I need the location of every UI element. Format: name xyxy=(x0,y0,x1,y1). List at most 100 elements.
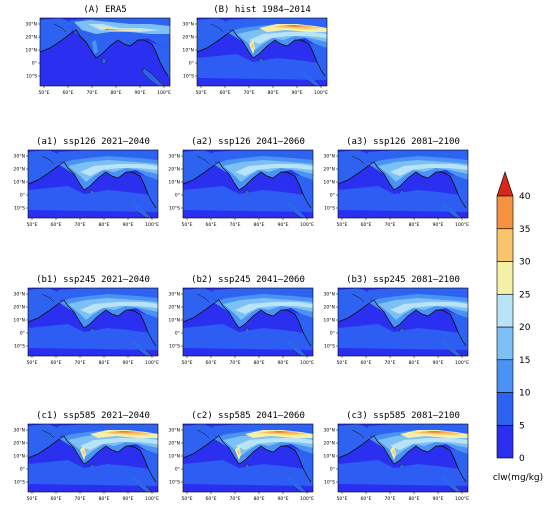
lon-tick-label: 100°E xyxy=(145,222,159,228)
map-panel-b2: (b2) ssp245 2041–2060 50°E 60°E 70°E 80°E 90°… xyxy=(168,275,314,366)
lon-tick-label: 60°E xyxy=(360,222,371,228)
map-panel-a1: (a1) ssp126 2021–2040 50°E 60°E 70°E 80°E 90°… xyxy=(13,137,159,228)
colorbar-segment xyxy=(496,261,514,295)
lat-tick-label: 30°N xyxy=(182,22,194,28)
panel-title: (A) ERA5 xyxy=(83,5,126,15)
colorbar-segment xyxy=(496,424,514,459)
lat-tick-label: 30°N xyxy=(323,292,335,298)
lon-tick-label: 70°E xyxy=(74,496,85,502)
lat-tick-label: 10°N xyxy=(182,48,194,54)
map-panel-b3: (b3) ssp245 2081–2100 50°E 60°E 70°E 80°E 90°… xyxy=(323,275,469,366)
lat-tick-label: 20°N xyxy=(13,441,25,447)
lon-tick-label: 50°E xyxy=(336,222,347,228)
lat-tick-label: 0° xyxy=(20,331,25,337)
lon-tick-label: 100°E xyxy=(455,496,469,502)
lat-tick-label: 30°N xyxy=(168,154,180,160)
lon-tick-label: 50°E xyxy=(195,90,206,96)
lon-tick-label: 60°E xyxy=(360,496,371,502)
lon-tick-label: 70°E xyxy=(74,222,85,228)
lat-tick-label: 30°N xyxy=(13,428,25,434)
lat-tick-label: 30°N xyxy=(168,292,180,298)
lon-tick-label: 50°E xyxy=(26,496,37,502)
panel-title: (B) hist 1984–2014 xyxy=(213,5,311,15)
map-panel-A: (A) ERA5 50°E 60°E 70°E 80°E 90°E 100°E 30°N 20°… xyxy=(25,5,171,96)
lat-tick-label: 10°N xyxy=(323,180,335,186)
lat-tick-label: 20°N xyxy=(323,441,335,447)
lon-tick-label: 90°E xyxy=(291,90,302,96)
panel-title: (b2) ssp245 2041–2060 xyxy=(191,275,305,285)
map-field xyxy=(28,424,158,492)
lat-tick-label: 10°N xyxy=(168,454,180,460)
lat-tick-label: 20°N xyxy=(182,35,194,41)
lon-tick-label: 60°E xyxy=(205,360,216,366)
lat-tick-label: 10°S xyxy=(14,344,25,350)
lon-tick-label: 90°E xyxy=(432,496,443,502)
map-panel-c2: (c2) ssp585 2041–2060 50°E 60°E 70°E 80°E 90°… xyxy=(168,411,314,502)
lon-tick-label: 100°E xyxy=(145,360,159,366)
lat-tick-label: 10°N xyxy=(25,48,37,54)
lat-tick-label: 10°S xyxy=(324,206,335,212)
lat-tick-label: 10°S xyxy=(169,206,180,212)
map-field xyxy=(183,424,313,492)
map-panel-a3: (a3) ssp126 2081–2100 50°E 60°E 70°E 80°E 90°… xyxy=(323,137,469,228)
lat-tick-label: 30°N xyxy=(13,154,25,160)
map-field xyxy=(40,18,170,86)
lon-tick-label: 70°E xyxy=(384,222,395,228)
lon-tick-label: 90°E xyxy=(134,90,145,96)
colorbar-label: clw(mg/kg) xyxy=(493,473,543,483)
lat-tick-label: 0° xyxy=(175,467,180,473)
lon-tick-label: 70°E xyxy=(384,496,395,502)
colorbar-triangle xyxy=(496,171,514,197)
lat-tick-label: 10°N xyxy=(168,318,180,324)
lon-tick-label: 90°E xyxy=(277,360,288,366)
lon-tick-label: 50°E xyxy=(336,360,347,366)
lat-tick-label: 20°N xyxy=(13,305,25,311)
colorbar-segment xyxy=(496,293,514,328)
lon-tick-label: 70°E xyxy=(229,496,240,502)
panel-title: (c2) ssp585 2041–2060 xyxy=(191,411,305,421)
lon-tick-label: 50°E xyxy=(26,222,37,228)
lat-tick-label: 20°N xyxy=(168,167,180,173)
map-frame xyxy=(182,287,314,357)
panel-title: (b1) ssp245 2021–2040 xyxy=(36,275,150,285)
colorbar-segment xyxy=(496,228,514,262)
lat-tick-label: 30°N xyxy=(25,22,37,28)
panel-title: (b3) ssp245 2081–2100 xyxy=(346,275,460,285)
lat-tick-label: 0° xyxy=(20,193,25,199)
map-field xyxy=(183,288,313,356)
lon-tick-label: 90°E xyxy=(277,222,288,228)
lat-tick-label: 10°S xyxy=(324,480,335,486)
map-field xyxy=(28,150,158,218)
lon-tick-label: 100°E xyxy=(300,496,314,502)
map-panel-a2: (a2) ssp126 2041–2060 50°E 60°E 70°E 80°E 90°… xyxy=(168,137,314,228)
lon-tick-label: 90°E xyxy=(122,222,133,228)
lat-tick-label: 10°S xyxy=(169,344,180,350)
lon-tick-label: 70°E xyxy=(384,360,395,366)
lon-tick-label: 100°E xyxy=(157,90,171,96)
lat-tick-label: 30°N xyxy=(323,154,335,160)
lat-tick-label: 20°N xyxy=(13,167,25,173)
lat-tick-label: 0° xyxy=(330,193,335,199)
colorbar-level: 0 xyxy=(519,454,525,464)
lat-tick-label: 30°N xyxy=(168,428,180,434)
map-panel-c1: (c1) ssp585 2021–2040 50°E 60°E 70°E 80°E 90°… xyxy=(13,411,159,502)
lon-tick-label: 80°E xyxy=(98,222,109,228)
lat-tick-label: 0° xyxy=(330,467,335,473)
lon-tick-label: 70°E xyxy=(86,90,97,96)
map-frame xyxy=(27,149,159,219)
map-field xyxy=(338,288,468,356)
lat-tick-label: 10°N xyxy=(13,454,25,460)
map-frame xyxy=(39,17,171,87)
map-frame xyxy=(182,149,314,219)
lon-tick-label: 60°E xyxy=(205,496,216,502)
lon-tick-label: 90°E xyxy=(122,496,133,502)
map-frame xyxy=(337,287,469,357)
lat-tick-label: 10°S xyxy=(26,74,37,80)
lat-tick-label: 10°N xyxy=(168,180,180,186)
colorbar-level: 40 xyxy=(519,192,531,202)
colorbar-level: 15 xyxy=(519,356,530,366)
map-frame xyxy=(182,423,314,493)
panel-title: (a3) ssp126 2081–2100 xyxy=(346,137,460,147)
lon-tick-label: 80°E xyxy=(408,222,419,228)
